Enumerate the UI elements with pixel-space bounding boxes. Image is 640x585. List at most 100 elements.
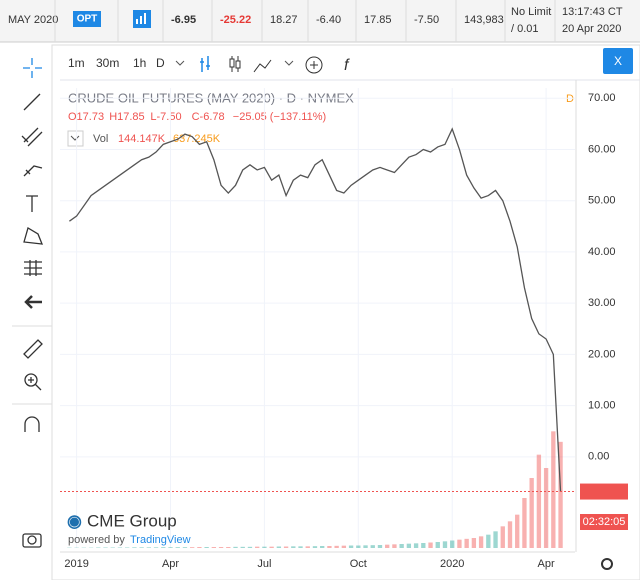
volume-bar	[529, 478, 533, 548]
volume-bar	[421, 543, 425, 548]
volume-bar	[262, 547, 266, 548]
y-tick-label: 0.00	[588, 451, 609, 463]
volume-bar	[313, 546, 317, 548]
volume-bar	[320, 546, 324, 548]
volume-bar	[212, 547, 216, 548]
volume-bar	[277, 547, 281, 549]
volume-bar	[385, 545, 389, 548]
volume-bar	[356, 546, 360, 549]
volume-bar	[349, 546, 353, 549]
volume-bar	[103, 548, 107, 549]
volume-bar	[147, 547, 151, 548]
volume-bar	[284, 547, 288, 549]
volume-bar	[436, 542, 440, 548]
volume-bar	[399, 544, 403, 548]
volume-bar	[407, 544, 411, 548]
volume-bar	[306, 546, 310, 548]
ticker-cell: -7.50	[414, 14, 439, 26]
volume-bar	[443, 541, 447, 548]
volume-bar	[363, 545, 367, 548]
volume-bar	[168, 547, 172, 548]
volume-bar	[464, 539, 468, 548]
volume-bar	[183, 547, 187, 548]
volume-bar	[255, 547, 259, 548]
volume-bar	[371, 545, 375, 548]
time: 13:17:43 CT	[562, 6, 623, 18]
ticker-cell: 17.85	[364, 14, 392, 26]
volume-bar	[111, 548, 115, 549]
volume-bar	[551, 431, 555, 548]
volume-bar	[96, 548, 100, 549]
interval[interactable]: D	[156, 56, 165, 70]
limit: No Limit	[511, 6, 551, 18]
close-label[interactable]: X	[614, 54, 622, 68]
x-tick-label: Apr	[162, 558, 179, 570]
ticker-cell: -6.40	[316, 14, 341, 26]
volume-bar	[414, 543, 418, 548]
y-tick-label: 70.00	[588, 92, 616, 104]
volume-bar	[428, 543, 432, 549]
volume-bar	[226, 547, 230, 548]
volume-bar	[118, 548, 122, 549]
brand-mark: ◉	[67, 511, 82, 530]
volume-bar	[233, 547, 237, 548]
ticker-cell: 143,983	[464, 14, 504, 26]
volume-bar	[204, 547, 208, 548]
x-tick-label: Jul	[257, 558, 271, 570]
ticker-cell: -6.95	[171, 14, 196, 26]
vol-label: Vol	[93, 133, 108, 145]
vol-value: 144.147K	[118, 133, 166, 145]
ticker-cell: -25.22	[220, 14, 251, 26]
volume-bar	[334, 546, 338, 548]
countdown-bg	[580, 484, 628, 500]
volume-bar	[493, 531, 497, 548]
interval[interactable]: 1m	[68, 56, 85, 70]
volume-bar	[457, 540, 461, 548]
volume-bar	[197, 547, 201, 548]
opt-label[interactable]: OPT	[77, 14, 98, 25]
session-flag: D	[566, 93, 574, 105]
volume-bar	[537, 455, 541, 548]
volume-bar	[522, 498, 526, 548]
volume-bar	[501, 526, 505, 548]
contract: MAY 2020	[8, 14, 58, 26]
volume-bar	[161, 547, 165, 548]
y-tick-label: 50.00	[588, 195, 616, 207]
ohlc-value: O17.73	[68, 111, 104, 123]
volume-bar	[342, 546, 346, 548]
x-tick-label: Apr	[538, 558, 555, 570]
volume-bar	[248, 547, 252, 548]
powered-by: powered by	[68, 534, 125, 546]
ohlc-value: −25.05 (−137.11%)	[233, 111, 326, 123]
ohlc-value: C-6.78	[192, 111, 225, 123]
interval[interactable]: 30m	[96, 56, 119, 70]
date: 20 Apr 2020	[562, 23, 621, 35]
interval[interactable]: 1h	[133, 56, 146, 70]
x-tick-label: 2020	[440, 558, 464, 570]
volume-bar	[479, 536, 483, 548]
x-tick-label: 2019	[64, 558, 88, 570]
y-tick-label: 10.00	[588, 400, 616, 412]
volume-bar	[392, 544, 396, 548]
y-tick-label: 30.00	[588, 297, 616, 309]
tick-size: / 0.01	[511, 23, 539, 35]
y-tick-label: 40.00	[588, 246, 616, 258]
volume-bar	[544, 468, 548, 548]
volume-bar	[515, 515, 519, 548]
volume-bar	[450, 541, 454, 549]
volume-bar	[269, 547, 273, 548]
volume-bar	[327, 546, 331, 548]
volume-bar	[508, 521, 512, 548]
ohlc-value: L-7.50	[150, 111, 181, 123]
volume-bar	[291, 546, 295, 548]
volume-bar	[486, 535, 490, 548]
volume-bar	[241, 547, 245, 548]
volume-bar	[176, 547, 180, 548]
y-tick-label: 60.00	[588, 143, 616, 155]
drawing-tools	[22, 58, 42, 547]
tradingview-link[interactable]: TradingView	[130, 534, 191, 546]
brand: CME Group	[87, 511, 177, 530]
volume-bar	[219, 547, 223, 548]
volume-bar	[154, 547, 158, 548]
